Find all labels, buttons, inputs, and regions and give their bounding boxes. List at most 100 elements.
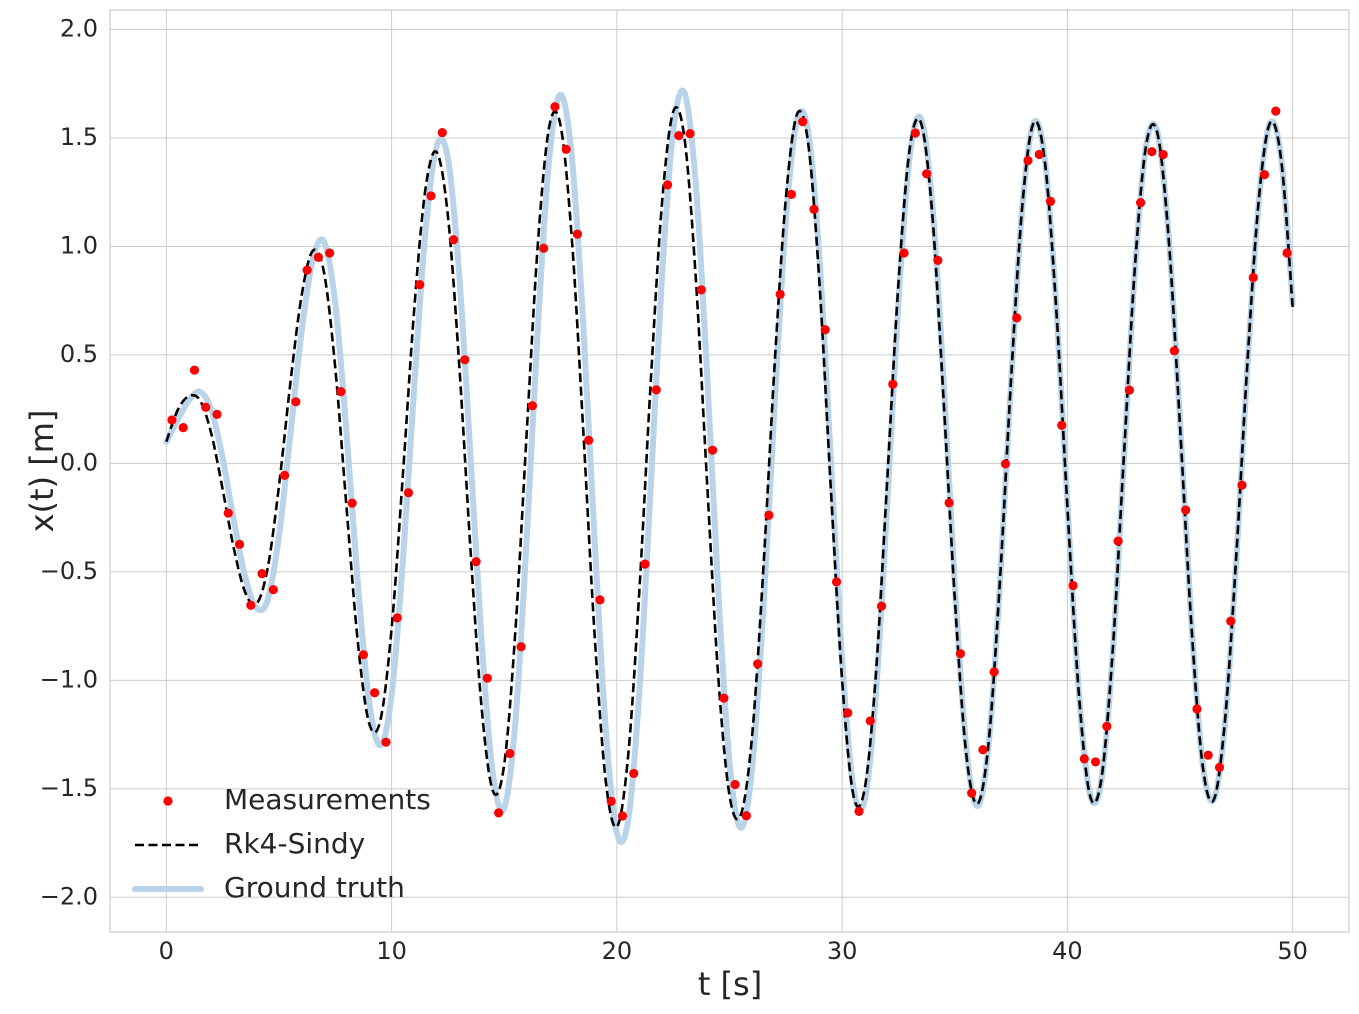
measurement-point: [1248, 272, 1258, 283]
measurement-point: [708, 445, 718, 455]
measurement-point: [955, 649, 966, 659]
measurement-point: [313, 252, 323, 262]
measurement-point: [1023, 155, 1033, 166]
measurement-point: [1079, 754, 1089, 764]
measurement-point: [268, 585, 278, 595]
measurement-point: [1259, 170, 1270, 180]
measurement-point: [1136, 198, 1146, 208]
measurement-point: [448, 235, 459, 245]
measurement-point: [302, 265, 312, 275]
measurement-point: [493, 808, 504, 818]
measurement-point: [764, 510, 774, 520]
measurement-point: [516, 642, 526, 652]
measurement-point: [1113, 536, 1123, 546]
measurement-point: [775, 289, 785, 300]
measurement-point: [539, 243, 549, 253]
measurement-point: [865, 716, 875, 726]
x-tick-label: 50: [1277, 937, 1308, 965]
measurement-point: [1000, 459, 1011, 469]
measurement-point: [730, 779, 740, 790]
y-tick-label: −2.0: [40, 882, 98, 910]
measurement-point: [426, 191, 436, 201]
measurement-point: [876, 601, 887, 611]
measurement-point: [1237, 480, 1247, 490]
y-axis-label: x(t) [m]: [23, 410, 61, 533]
measurement-point: [201, 402, 211, 412]
measurement-point: [482, 673, 492, 683]
measurement-point: [1169, 346, 1180, 356]
measurement-point: [685, 129, 695, 139]
measurement-point: [753, 659, 763, 669]
y-tick-label: −1.0: [40, 665, 98, 693]
measurement-point: [1271, 106, 1281, 116]
measurement-point: [967, 788, 977, 798]
measurement-point: [640, 559, 650, 569]
measurement-point: [550, 102, 560, 112]
measurement-point: [584, 435, 594, 445]
measurement-point: [1203, 750, 1213, 760]
measurement-point: [437, 127, 447, 138]
measurement-point: [629, 768, 639, 779]
line-thick: [163, 87, 1296, 846]
y-tick-label: 1.5: [60, 123, 98, 151]
y-tick-label: −0.5: [40, 557, 98, 585]
measurement-point: [460, 355, 470, 365]
measurement-point: [651, 385, 661, 395]
measurement-point: [291, 397, 301, 407]
measurement-point: [1226, 616, 1236, 626]
measurement-point: [741, 811, 751, 821]
measurement-point: [910, 128, 920, 138]
measurement-point: [358, 650, 369, 660]
measurement-point: [786, 189, 797, 199]
measurement-point: [325, 248, 335, 258]
measurement-point: [1090, 757, 1101, 767]
measurement-point: [696, 285, 706, 295]
measurement-point: [403, 488, 414, 498]
measurement-point: [527, 401, 537, 411]
x-tick-label: 10: [376, 937, 407, 965]
x-tick-label: 30: [827, 937, 858, 965]
measurement-point: [798, 117, 808, 127]
measurement-point: [888, 379, 898, 389]
measurement-point: [234, 539, 245, 549]
measurement-point: [843, 708, 853, 718]
measurement-point: [719, 693, 729, 703]
measurement-point: [279, 470, 290, 480]
y-tick-label: 0.5: [60, 340, 98, 368]
measurement-point: [606, 796, 616, 807]
legend-label: Rk4-Sindy: [224, 827, 365, 860]
measurement-point: [1147, 147, 1157, 157]
x-axis-label: t [s]: [698, 965, 762, 1003]
measurement-point: [662, 180, 673, 190]
measurement-point: [1214, 762, 1225, 772]
measurement-point: [561, 144, 571, 154]
legend-label: Measurements: [224, 783, 431, 816]
measurement-point: [1068, 580, 1078, 591]
measurement-point: [978, 745, 988, 755]
measurement-point: [415, 280, 425, 290]
measurement-point: [370, 688, 380, 698]
measurement-point: [1181, 505, 1191, 515]
measurement-point: [1158, 149, 1168, 160]
y-tick-label: 0.0: [60, 448, 98, 476]
x-tick-label: 20: [602, 937, 633, 965]
x-tick-label: 40: [1052, 937, 1083, 965]
measurement-point: [1102, 721, 1112, 731]
measurement-point: [674, 131, 684, 141]
measurement-point: [189, 365, 200, 375]
measurement-point: [1012, 313, 1022, 323]
measurement-point: [572, 229, 583, 239]
x-tick-label: 0: [159, 937, 174, 965]
measurement-point: [223, 508, 233, 518]
measurement-point: [617, 811, 628, 821]
measurement-point: [809, 204, 819, 214]
measurement-point: [933, 255, 943, 265]
legend-label: Ground truth: [224, 871, 405, 904]
measurement-point: [381, 737, 391, 747]
y-tick-label: −1.5: [40, 774, 98, 802]
measurement-point: [471, 557, 481, 567]
measurement-point: [944, 498, 954, 508]
y-tick-label: 1.0: [60, 231, 98, 259]
plot-frame: [109, 9, 1350, 933]
